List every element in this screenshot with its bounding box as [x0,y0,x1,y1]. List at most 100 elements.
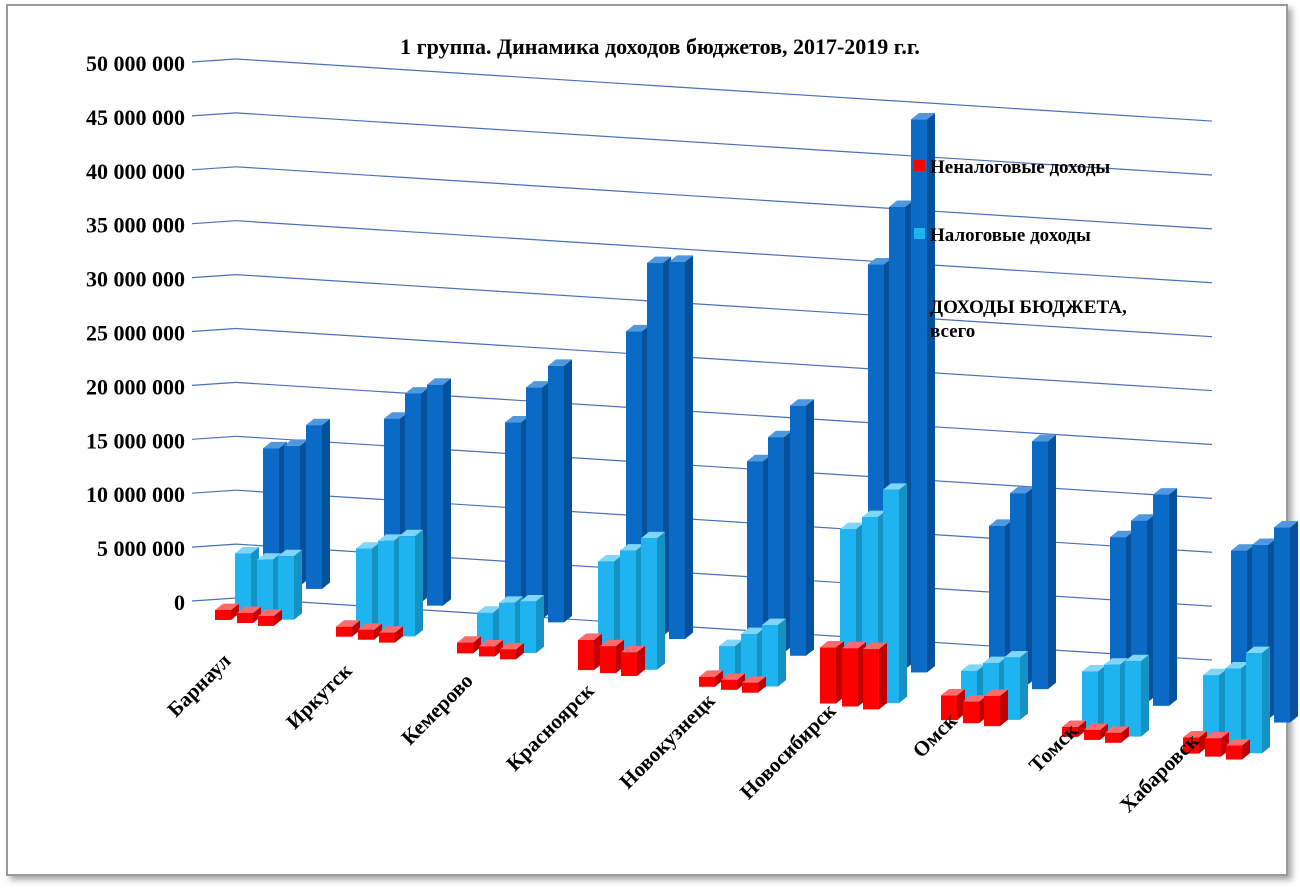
bar [336,620,360,637]
bar-front [1084,729,1100,740]
x-tick-label: Кемерово [396,669,477,750]
bar-front [600,646,616,674]
legend-label-total: ДОХОДЫ БЮДЖЕТА, всего [930,297,1131,342]
legend-swatch-nontax [914,160,925,171]
bar-top [384,412,408,419]
bar-side [516,642,524,660]
bar-front [457,642,473,654]
bar-front [306,425,322,589]
bar-top [1010,486,1034,494]
bar [457,636,481,654]
bar-front [1062,726,1078,737]
bar-top [641,531,665,539]
bar-top [237,606,261,614]
bar-top [1105,726,1129,733]
bar-front [399,536,415,637]
bar [911,113,935,673]
bar-front [520,601,536,654]
bar-front [358,629,374,640]
bar-front [336,626,352,637]
bar-side [685,255,693,640]
bar [1082,664,1106,731]
bar [820,641,844,704]
bar [1104,658,1128,734]
bar [1153,488,1177,706]
bar-top [862,510,886,518]
bar-side [637,645,645,677]
bar [742,676,766,693]
bar-front [257,559,273,617]
bar-side [1141,654,1149,737]
bar-front [1105,732,1121,743]
bar-front [1010,493,1026,687]
bar [548,359,572,623]
bar-top [306,418,330,426]
gridline-side [191,435,237,440]
bar-front [1082,671,1098,731]
bar [762,618,786,687]
gridline-side [191,220,237,225]
bar-front [741,634,757,684]
bar [1062,720,1086,737]
bar-front [842,648,858,707]
bar-front [911,119,927,673]
bar [399,529,423,637]
bar [790,399,814,656]
bar-side [1000,689,1008,727]
bar-front [237,613,253,624]
bar [1084,723,1108,740]
bar-front [762,625,778,687]
bar-side [564,359,572,623]
bar-top [883,483,907,490]
bar [356,542,380,631]
gridline-side [191,381,237,386]
bar-side [352,620,360,637]
bar-side [806,399,814,656]
bar-top [505,415,529,423]
bar-front [669,261,685,640]
bar [427,378,451,606]
bar [747,454,771,650]
bar [215,603,239,620]
gridline-side [191,543,237,548]
bar-top [600,639,624,647]
bar-top [358,623,382,630]
bar-top [257,553,281,560]
bar-top [621,645,645,653]
bar-side [395,626,403,643]
bar-top [626,324,650,332]
bar-front [235,553,251,614]
bar-top [479,640,503,647]
bar-top [742,676,766,683]
bar [379,626,403,643]
bar [721,673,745,690]
y-tick-label: 40 000 000 [86,159,185,184]
bar-top [911,113,935,120]
bar-top [263,441,287,449]
gridline-side [191,327,237,333]
bar-side [1169,488,1177,706]
bar [378,534,402,634]
bar [1105,726,1129,743]
y-tick-label: 0 [174,590,185,615]
bar-side [495,640,503,657]
bar-top [336,620,360,627]
bar-top [719,639,743,647]
gridline-side [191,58,237,63]
bar-side [294,549,302,620]
gridline-side [191,597,237,602]
bar-front [1226,745,1242,760]
bar-side [899,483,907,704]
bar-front [641,538,657,670]
bar-top [278,549,302,557]
bar-top [598,555,622,562]
bar-front [747,461,763,650]
bar [1004,650,1028,720]
bar-top [215,603,239,610]
bar [500,642,524,660]
bar-top [620,544,644,551]
bar-side [536,594,544,654]
gridline [235,166,1213,230]
bar-front [356,548,372,631]
bar [963,695,987,724]
